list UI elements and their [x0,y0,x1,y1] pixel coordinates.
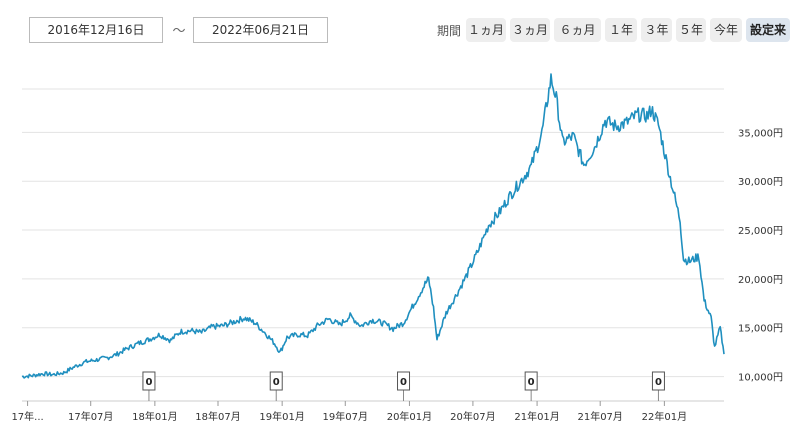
period-button-7[interactable]: 設定来 [746,18,790,42]
price-series-line [21,73,725,379]
x-tick-label: 19年01月 [259,410,304,423]
period-label: 期間 [437,24,462,38]
dividend-marker-box [524,371,538,391]
x-tick-label: 21年07月 [577,410,622,423]
dividend-marker[interactable]: 0 [524,371,538,401]
series-layer [21,73,725,379]
y-tick-label: 15,000円 [738,324,783,335]
x-tick-label: 17年07月 [68,410,113,423]
x-tick-label: 20年01月 [387,410,432,423]
dividend-marker-label: 0 [273,377,280,388]
dividend-marker-label: 0 [400,377,407,388]
x-tick-label: 18年01月 [132,410,177,423]
dividend-marker-box [397,371,411,391]
period-button-2[interactable]: ６ヵ月 [554,18,601,42]
x-axis: 17年... 17年07月 18年01月 18年07月 19年01月 19年07月 20年0… [11,400,724,423]
x-tick-label: 19年07月 [323,410,368,423]
y-tick-label: 25,000円 [738,226,783,237]
y-tick-label: 10,000円 [738,373,783,384]
x-tick-label: 17年... [11,410,43,423]
dividend-marker-label: 0 [145,377,152,388]
dividend-marker[interactable]: 0 [269,371,283,401]
period-button-5[interactable]: ５年 [676,18,706,42]
x-tick-label: 20年07月 [450,410,495,423]
dividend-marker-box [269,371,283,391]
dividend-marker[interactable]: 0 [142,371,156,401]
start-date-field[interactable]: 2016年12月16日 [29,17,163,43]
period-button-0[interactable]: １ヵ月 [466,18,506,42]
dividend-marker-label: 0 [655,377,662,388]
dividend-marker[interactable]: 0 [397,371,411,401]
period-button-1[interactable]: ３ヵ月 [510,18,550,42]
period-button-3[interactable]: １年 [605,18,637,42]
x-tick-label: 21年01月 [514,410,559,423]
dividend-marker-box [651,371,665,391]
end-date-field[interactable]: 2022年06月21日 [193,17,328,43]
period-button-6[interactable]: 今年 [710,18,742,42]
chart-grid [22,88,724,378]
dividend-marker-label: 0 [528,377,535,388]
y-tick-label: 20,000円 [738,275,783,286]
x-tick-label: 18年07月 [195,410,240,423]
y-axis: 10,000円 15,000円 20,000円 25,000円 30,000円 35,00… [738,128,783,383]
dividend-markers: 0 0 0 0 0 [142,371,665,401]
dividend-marker[interactable]: 0 [651,371,665,401]
y-tick-label: 30,000円 [738,177,783,188]
y-tick-label: 35,000円 [738,128,783,139]
period-button-4[interactable]: ３年 [641,18,672,42]
dividend-marker-box [142,371,156,391]
date-range-separator: ～ [172,24,186,39]
x-tick-label: 22年01月 [642,410,687,423]
